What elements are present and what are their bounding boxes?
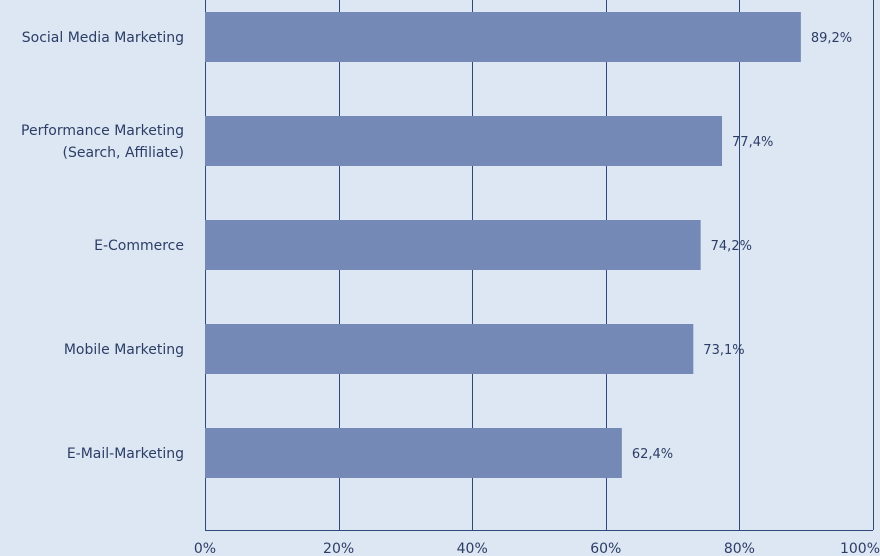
x-tick-label-0: 0% [194, 541, 216, 556]
bar-2 [205, 116, 723, 166]
x-tick-label-40: 40% [457, 541, 488, 556]
category-label-4: Mobile Marketing [64, 342, 184, 358]
bar-1 [205, 12, 801, 62]
x-tick-label-100: 100% [840, 541, 880, 556]
category-label-1: Social Media Marketing [22, 30, 184, 46]
x-tick-label-60: 60% [590, 541, 621, 556]
value-label-2: 77,4% [732, 135, 773, 150]
value-label-5: 62,4% [632, 447, 673, 462]
category-label-2-line-2: (Search, Affiliate) [63, 145, 185, 161]
x-tick-label-20: 20% [323, 541, 354, 556]
category-label-2-line-1: Performance Marketing [21, 123, 184, 139]
category-label-3: E-Commerce [94, 238, 184, 254]
bar-5 [205, 428, 622, 478]
x-tick-label-80: 80% [724, 541, 755, 556]
bar-4 [205, 324, 694, 374]
value-label-1: 89,2% [811, 31, 852, 46]
labels: Social Media Marketing 89,2% Performance M… [21, 30, 852, 462]
x-axis-ticks: 0% 20% 40% 60% 80% 100% [194, 541, 880, 556]
bars [205, 12, 801, 478]
value-label-4: 73,1% [703, 343, 744, 358]
bar-3 [205, 220, 701, 270]
category-label-5: E-Mail-Marketing [67, 446, 184, 462]
value-label-3: 74,2% [711, 239, 752, 254]
